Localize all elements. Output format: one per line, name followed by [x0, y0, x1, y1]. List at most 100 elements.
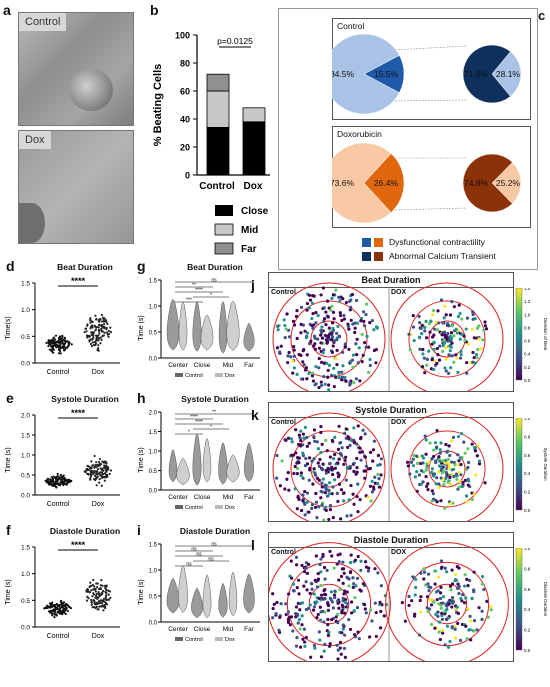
- cell-point: [327, 644, 332, 648]
- dot-point: [57, 610, 61, 613]
- bar-y-tick-label: 40: [180, 115, 190, 125]
- dot-point: [59, 473, 62, 477]
- dot-point: [89, 475, 92, 478]
- cell-point: [475, 454, 479, 458]
- cell-point: [438, 596, 443, 601]
- dot-point: [108, 472, 111, 476]
- dot-point: [56, 472, 59, 476]
- cell-point: [452, 474, 456, 479]
- cell-point: [450, 605, 454, 609]
- dot-point: [44, 606, 47, 609]
- colorbar-tick: 0.4: [524, 352, 531, 357]
- cell-point: [403, 619, 407, 623]
- cell-point: [422, 570, 427, 574]
- cell-point: [326, 617, 330, 622]
- violin-shape: [218, 301, 228, 354]
- cell-point: [282, 318, 286, 322]
- cell-point: [439, 499, 443, 503]
- dot-point: [95, 596, 98, 599]
- cell-point: [355, 495, 359, 499]
- cell-point: [409, 460, 414, 464]
- cell-point: [440, 611, 444, 615]
- dot-y-tick-label: 1.5: [21, 433, 30, 440]
- cell-point: [333, 452, 337, 457]
- cell-point: [320, 481, 324, 485]
- cell-point: [336, 499, 340, 504]
- dot-point: [90, 320, 94, 323]
- cell-aggregate: [69, 69, 113, 111]
- dot-point: [56, 479, 59, 482]
- dot-xlabel-control: Control: [47, 633, 70, 640]
- cell-point: [425, 363, 429, 367]
- cell-point: [286, 436, 291, 440]
- violin-panel-i: i Diastole Duration Time (s) 0.0 0.5 1.0 1.5 n…: [135, 522, 265, 650]
- cell-point: [325, 361, 329, 365]
- cell-point: [484, 327, 489, 331]
- spatial-panel-j: j Beat Duration Control DOX: [251, 272, 514, 392]
- violin-y-tick-label: 0.0: [149, 489, 158, 495]
- cell-point: [287, 350, 291, 355]
- dot-point: [53, 603, 56, 606]
- cell-point: [447, 602, 451, 606]
- violin-y-tick-label: 1.5: [149, 279, 158, 285]
- panel-label-a: a: [3, 2, 11, 18]
- cell-point: [448, 349, 452, 353]
- cell-point: [344, 605, 348, 609]
- legend-mid-swatch: [214, 223, 234, 236]
- cell-point: [305, 331, 310, 335]
- dot-point: [98, 478, 101, 481]
- cell-point: [444, 313, 448, 317]
- cell-point: [455, 356, 459, 360]
- cell-point: [299, 508, 304, 513]
- cell-point: [348, 464, 353, 469]
- cell-point: [460, 317, 464, 321]
- dot-point: [103, 584, 107, 587]
- cell-point: [344, 427, 348, 431]
- dot-point: [103, 472, 107, 475]
- dox-pie-sub-small-label: 25.2%: [496, 178, 521, 188]
- cell-point: [448, 313, 453, 317]
- dot-point: [95, 334, 98, 337]
- cell-point: [341, 560, 345, 564]
- cell-point: [307, 341, 312, 346]
- cell-point: [363, 432, 367, 436]
- cell-point: [463, 573, 467, 577]
- violin-xlabel: Close: [194, 626, 211, 633]
- violin-y-tick-label: 0.5: [149, 331, 158, 337]
- cell-point: [311, 371, 315, 375]
- cell-point: [320, 325, 324, 329]
- cell-point: [333, 478, 337, 482]
- dot-point: [99, 463, 103, 466]
- cell-point: [453, 624, 457, 628]
- dot-point: [86, 588, 90, 592]
- cell-point: [322, 317, 327, 321]
- cell-point: [441, 631, 445, 635]
- cell-point: [319, 610, 323, 614]
- dox-pie-sub-large: [462, 153, 513, 213]
- dot-point: [94, 318, 98, 321]
- cell-point: [291, 582, 296, 586]
- violin-sig-label: ns: [211, 542, 217, 548]
- cell-point: [361, 310, 366, 314]
- cell-point: [461, 480, 465, 484]
- cell-point: [460, 332, 464, 336]
- dot-point: [94, 588, 97, 591]
- cell-point: [332, 566, 336, 570]
- cell-point: [332, 317, 336, 321]
- dot-point: [58, 483, 62, 486]
- cell-point: [376, 472, 380, 477]
- dot-point: [54, 344, 57, 348]
- spatial-colorbar: 0.0 0.2 0.4 0.6 0.8 1.0 Systole Duration: [514, 418, 550, 514]
- dot-point: [100, 484, 103, 487]
- dot-point: [99, 342, 102, 345]
- cell-point: [421, 456, 426, 460]
- cell-point: [299, 438, 303, 443]
- cell-point: [308, 603, 312, 607]
- control-pie-title: Control: [337, 21, 365, 31]
- dox-cells: [400, 559, 493, 649]
- cell-point: [466, 465, 470, 470]
- dot-point: [99, 587, 102, 590]
- cell-point: [343, 375, 347, 380]
- cell-point: [331, 485, 335, 489]
